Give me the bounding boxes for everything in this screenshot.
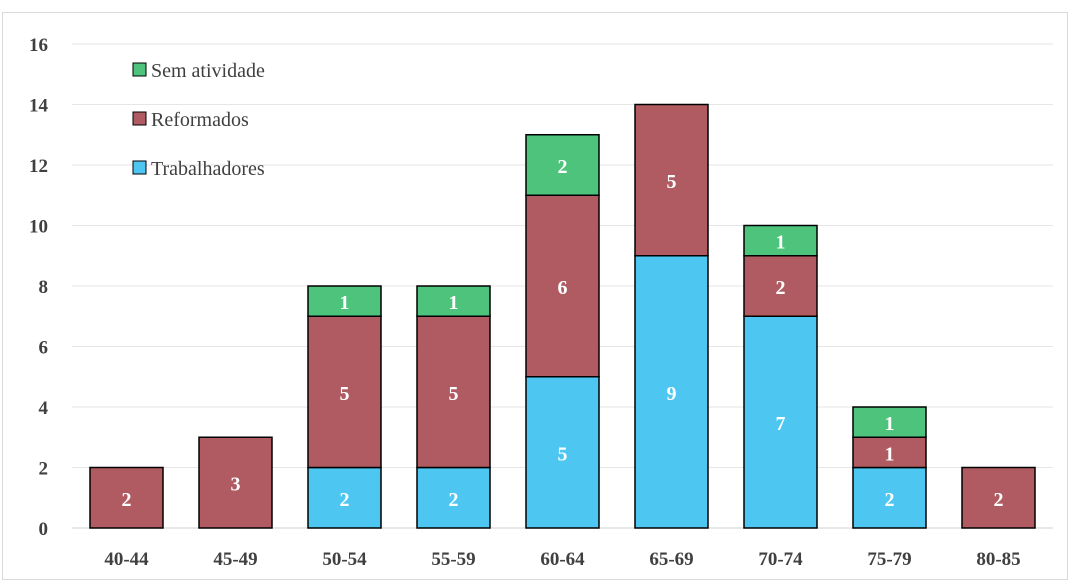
data-label: 9 bbox=[667, 383, 677, 405]
data-label: 2 bbox=[994, 489, 1004, 511]
y-tick-label: 0 bbox=[39, 519, 49, 540]
data-label: 2 bbox=[122, 489, 132, 511]
bar-segment bbox=[743, 224, 818, 257]
bar-segment bbox=[416, 285, 491, 317]
legend-label: Reformados bbox=[151, 109, 249, 131]
x-tick-label: 55-59 bbox=[431, 549, 475, 570]
data-label: 2 bbox=[340, 489, 350, 511]
x-tick-label: 40-44 bbox=[104, 549, 149, 570]
bar-segment bbox=[852, 406, 927, 438]
bar-segment bbox=[525, 194, 600, 378]
legend-swatch bbox=[132, 160, 147, 175]
data-label: 1 bbox=[885, 413, 895, 435]
bar-segment bbox=[307, 285, 382, 317]
data-label: 2 bbox=[558, 156, 568, 178]
data-label: 1 bbox=[885, 443, 895, 465]
y-tick-label: 2 bbox=[39, 459, 49, 480]
data-label: 2 bbox=[776, 277, 786, 299]
x-tick-label: 80-85 bbox=[976, 549, 1020, 570]
x-tick-label: 50-54 bbox=[322, 549, 367, 570]
bar-segment bbox=[634, 103, 709, 257]
bar-segment bbox=[89, 466, 164, 529]
x-tick-label: 75-79 bbox=[867, 549, 911, 570]
bar-segment bbox=[307, 315, 382, 469]
x-tick-label: 45-49 bbox=[213, 549, 257, 570]
data-label: 2 bbox=[885, 489, 895, 511]
data-label: 6 bbox=[558, 277, 568, 299]
x-tick-label: 65-69 bbox=[649, 549, 693, 570]
legend-label: Sem atividade bbox=[151, 60, 265, 82]
legend-swatch bbox=[132, 62, 147, 77]
bar-segment bbox=[634, 255, 709, 529]
legend: Sem atividade Reformados Trabalhadores bbox=[132, 60, 265, 180]
data-label: 1 bbox=[776, 232, 786, 254]
y-tick-label: 14 bbox=[29, 96, 49, 117]
bar-segment bbox=[307, 466, 382, 529]
data-label: 5 bbox=[449, 383, 459, 405]
bar-segment bbox=[743, 315, 818, 529]
bar-segment bbox=[743, 255, 818, 317]
bar-segment bbox=[525, 376, 600, 529]
legend-swatch bbox=[132, 111, 147, 126]
x-tick-label: 60-64 bbox=[540, 549, 585, 570]
x-axis-ticks: 40-44 45-49 50-54 55-59 60-64 65-69 70-74 75-79… bbox=[104, 549, 1020, 570]
y-tick-label: 8 bbox=[39, 277, 49, 298]
y-tick-label: 4 bbox=[39, 398, 49, 419]
bar-segment bbox=[852, 436, 927, 469]
data-label: 1 bbox=[340, 292, 350, 314]
bar-segment bbox=[198, 436, 273, 529]
y-tick-label: 16 bbox=[29, 35, 48, 56]
data-label: 5 bbox=[340, 383, 350, 405]
bar-segment bbox=[416, 466, 491, 529]
data-label: 2 bbox=[449, 489, 459, 511]
y-tick-label: 10 bbox=[29, 217, 48, 238]
y-tick-label: 6 bbox=[39, 338, 49, 359]
data-label: 5 bbox=[667, 171, 677, 193]
bar-segment bbox=[416, 315, 491, 469]
data-label: 5 bbox=[558, 443, 568, 465]
data-label: 1 bbox=[449, 292, 459, 314]
x-tick-label: 70-74 bbox=[758, 549, 803, 570]
bar-segment bbox=[961, 466, 1036, 529]
data-label: 3 bbox=[231, 474, 241, 496]
y-axis-ticks: 0 2 4 6 8 10 12 14 16 bbox=[29, 35, 49, 540]
bars: 2 3 2 5 1 2 5 1 5 6 2 9 5 7 2 1 2 1 1 2 bbox=[89, 103, 1036, 529]
bar-segment bbox=[525, 134, 600, 196]
y-tick-label: 12 bbox=[29, 156, 48, 177]
data-label: 7 bbox=[776, 413, 786, 435]
legend-label: Trabalhadores bbox=[151, 158, 265, 180]
